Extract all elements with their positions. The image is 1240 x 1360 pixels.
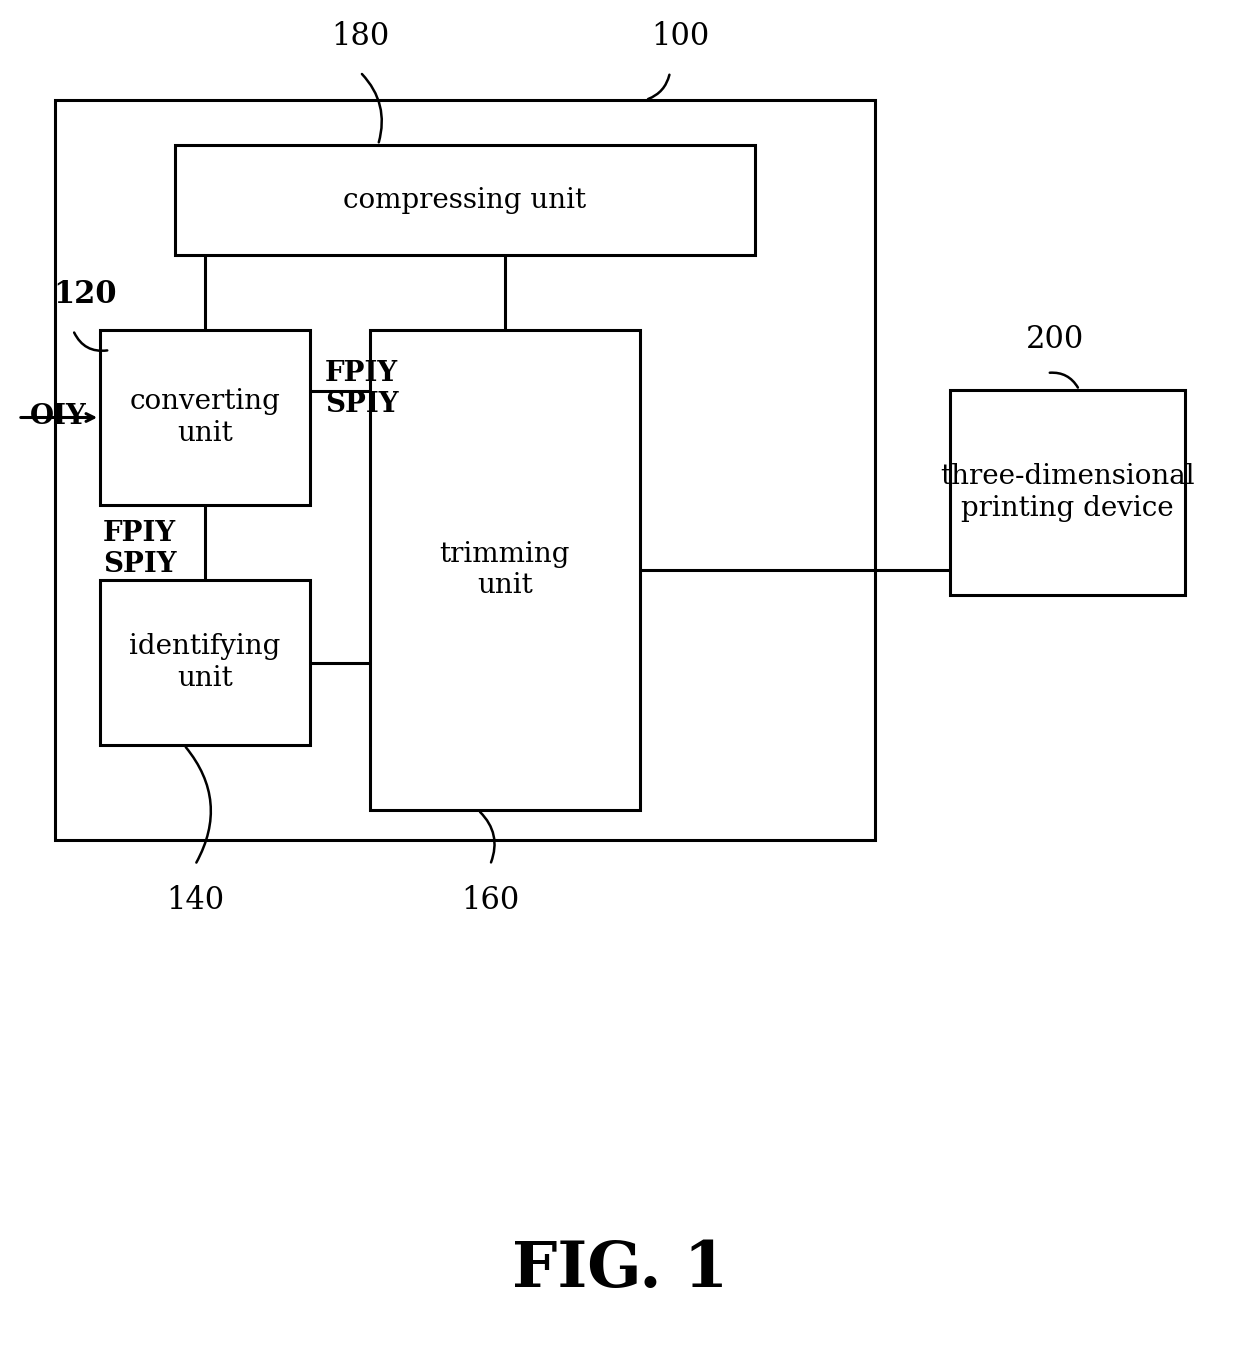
Text: compressing unit: compressing unit — [343, 186, 587, 214]
Bar — [100, 579, 310, 745]
Text: 160: 160 — [461, 885, 520, 917]
Text: trimming
unit: trimming unit — [440, 541, 570, 600]
Text: FIG. 1: FIG. 1 — [512, 1239, 728, 1300]
Bar — [950, 390, 1185, 596]
Text: identifying
unit: identifying unit — [129, 634, 280, 692]
Text: converting
unit: converting unit — [129, 389, 280, 446]
Text: OIY: OIY — [30, 403, 87, 430]
Bar — [100, 330, 310, 505]
Text: 100: 100 — [651, 20, 709, 52]
Bar — [175, 146, 755, 256]
Bar — [370, 330, 640, 811]
Text: 200: 200 — [1025, 324, 1084, 355]
Text: three-dimensional
printing device: three-dimensional printing device — [940, 464, 1195, 522]
Text: FPIY
SPIY: FPIY SPIY — [103, 520, 176, 578]
Text: 180: 180 — [331, 20, 389, 52]
Bar — [55, 101, 875, 840]
Text: FPIY
SPIY: FPIY SPIY — [325, 360, 398, 419]
Text: 140: 140 — [166, 885, 224, 917]
Text: 120: 120 — [53, 279, 117, 310]
